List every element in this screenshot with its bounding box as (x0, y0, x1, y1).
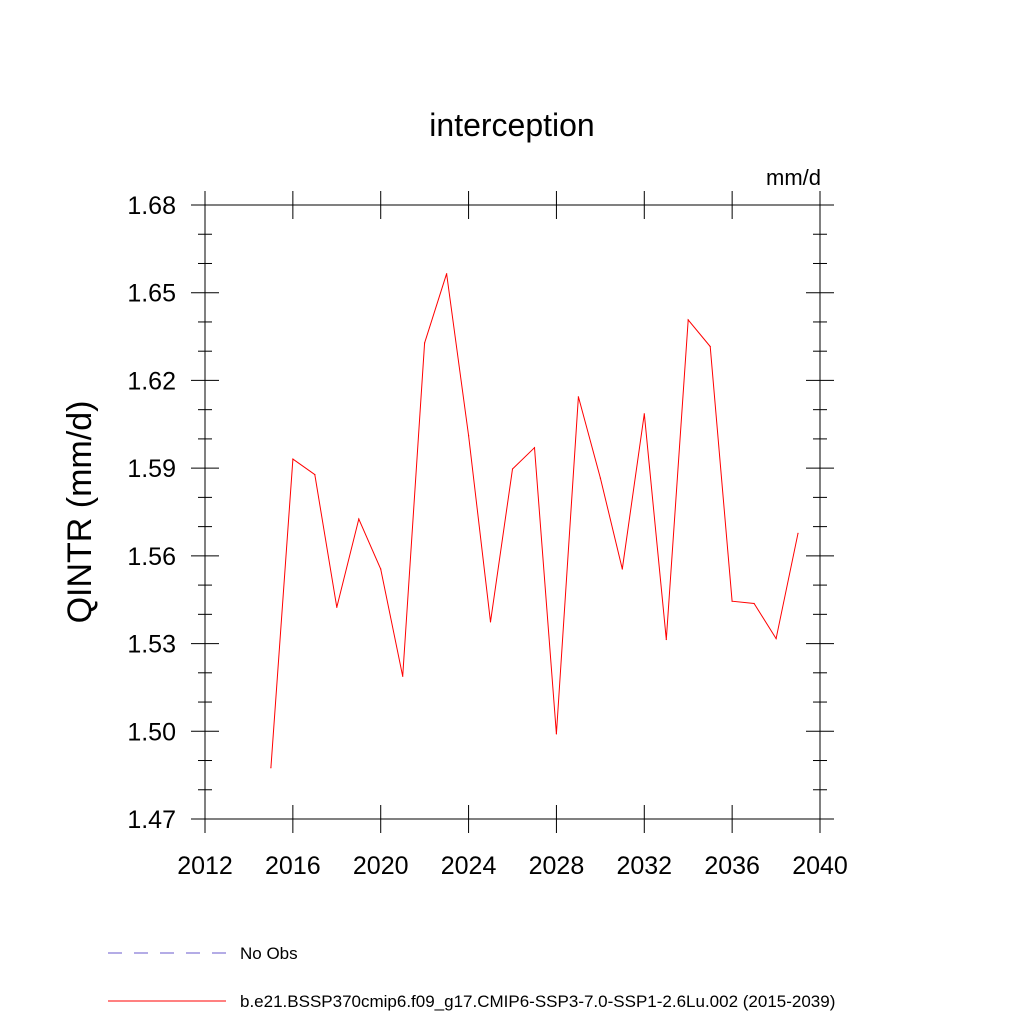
data-point (489, 621, 492, 623)
legend-label-no-obs: No Obs (240, 944, 298, 963)
data-point (270, 767, 272, 769)
data-point (402, 675, 404, 677)
data-point (753, 602, 755, 605)
x-tick-label: 2012 (177, 852, 233, 880)
y-tick-label: 1.47 (127, 806, 176, 834)
data-point (511, 468, 514, 470)
data-point (775, 638, 777, 640)
data-point (336, 606, 338, 608)
x-tick-label: 2016 (265, 852, 321, 880)
units-label: mm/d (766, 165, 821, 190)
data-point (731, 600, 733, 602)
data-point (555, 733, 558, 735)
data-point (797, 532, 799, 534)
series-line-0 (270, 273, 799, 768)
data-point (621, 568, 623, 570)
x-tick-labels: 2012 2016 2020 2024 2028 2032 2036 2040 (177, 852, 848, 880)
x-tick-label: 2040 (792, 852, 848, 880)
y-tick-labels: 1.47 1.50 1.53 1.56 1.59 1.62 1.65 1.68 (127, 192, 176, 834)
y-tick-label: 1.65 (127, 280, 176, 308)
data-point (380, 568, 382, 570)
data-point (577, 396, 580, 398)
data-point (533, 447, 536, 449)
minor-ticks (198, 233, 827, 791)
x-tick-label: 2028 (529, 852, 585, 880)
data-point (468, 435, 470, 437)
y-tick-label: 1.59 (127, 455, 176, 483)
data-point (709, 345, 711, 348)
chart-title: interception (429, 107, 594, 143)
data-point (643, 413, 645, 415)
series-layer (270, 273, 799, 769)
data-point (599, 477, 602, 479)
data-point (292, 458, 294, 460)
major-ticks (191, 191, 834, 833)
y-tick-label: 1.50 (127, 718, 176, 746)
data-point (424, 342, 426, 344)
data-point (446, 273, 448, 275)
x-tick-label: 2036 (704, 852, 760, 880)
y-tick-label: 1.68 (127, 192, 176, 220)
data-point (358, 518, 360, 520)
y-tick-label: 1.62 (127, 367, 176, 395)
x-tick-label: 2020 (353, 852, 409, 880)
x-tick-label: 2024 (441, 852, 497, 880)
data-point (687, 319, 689, 321)
y-axis-title: QINTR (mm/d) (61, 401, 99, 624)
plot-frame (204, 204, 821, 820)
legend-label-model-run: b.e21.BSSP370cmip6.f09_g17.CMIP6-SSP3-7.… (240, 992, 835, 1011)
data-point (665, 638, 667, 641)
y-tick-label: 1.56 (127, 543, 176, 571)
x-tick-label: 2032 (616, 852, 672, 880)
data-point (314, 474, 316, 476)
y-tick-label: 1.53 (127, 631, 176, 659)
legend: No Obs b.e21.BSSP370cmip6.f09_g17.CMIP6-… (108, 944, 835, 1011)
